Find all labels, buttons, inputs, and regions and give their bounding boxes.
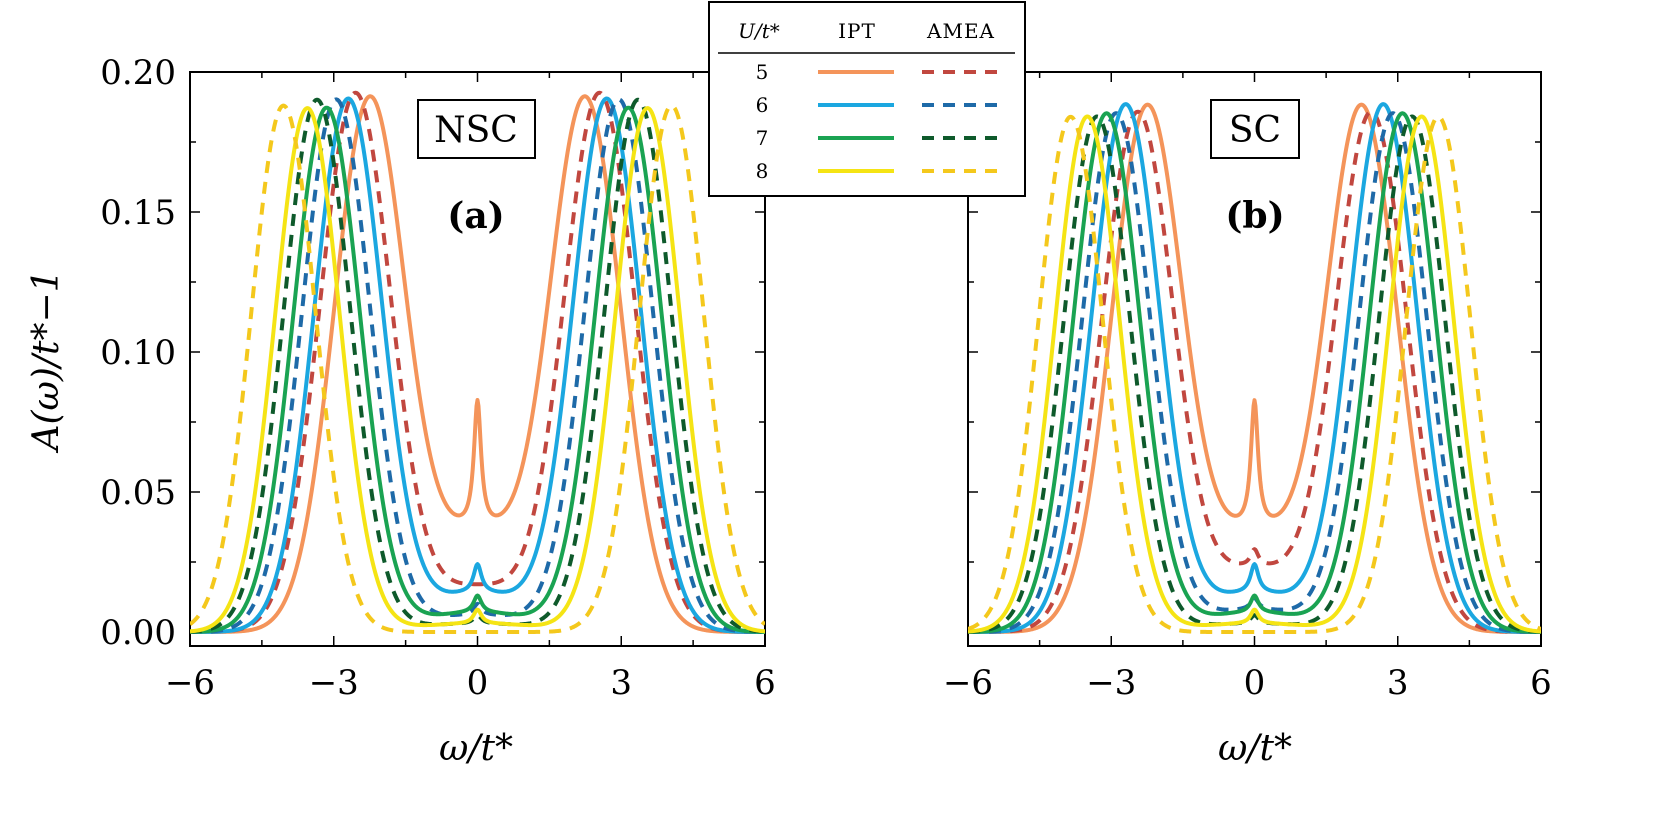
y-tick-label: 0.10 [100, 333, 176, 373]
curve-a-u5-ipt [190, 94, 765, 634]
panel-a-tag: NSC [434, 110, 518, 151]
legend: U/t* IPT AMEA 5 6 7 8 [708, 1, 1026, 197]
x-tick-label: −6 [165, 663, 215, 703]
panel-b-tag: SC [1229, 110, 1281, 151]
x-tick-label: 3 [610, 663, 632, 703]
x-tick-label: −3 [309, 663, 359, 703]
x-tick-label: −6 [943, 663, 993, 703]
panel-b-tag-box [1210, 99, 1300, 159]
panel-a-letter: (a) [447, 195, 504, 237]
y-tick-label: 0.15 [100, 193, 176, 233]
panel-a-x-axis-title: ω/t* [439, 728, 513, 769]
curve-a-u8-amea [190, 103, 765, 634]
curve-b-u7-ipt [968, 111, 1541, 634]
curve-a-u6-amea [190, 97, 765, 634]
x-tick-label: 0 [467, 663, 489, 703]
curve-b-u8-amea [968, 114, 1541, 634]
legend-u-value: 8 [756, 159, 769, 183]
panel-b-curves [968, 102, 1541, 634]
curve-a-u6-ipt [190, 96, 765, 634]
x-tick-label: −3 [1086, 663, 1136, 703]
panel-b: −6 −3 0 3 6 SC (b) ω/t* [943, 71, 1552, 769]
curve-b-u6-ipt [968, 102, 1541, 634]
panel-b-x-tick-labels: −6 −3 0 3 6 [943, 663, 1552, 703]
curve-a-u8-ipt [190, 106, 765, 634]
curve-a-u7-ipt [190, 105, 765, 634]
x-tick-label: 0 [1244, 663, 1266, 703]
panel-a-x-tick-labels: −6 −3 0 3 6 [165, 663, 776, 703]
legend-u-value: 5 [756, 60, 769, 84]
legend-u-value: 7 [756, 126, 769, 150]
panel-a: 0.00 0.05 0.10 0.15 0.20 −6 −3 0 3 6 NSC (a) ω/t… [26, 53, 776, 769]
curve-b-u5-ipt [968, 102, 1541, 634]
curve-b-u5-amea [968, 109, 1541, 634]
x-tick-label: 6 [754, 663, 776, 703]
legend-u-value: 6 [756, 93, 769, 117]
legend-rows: 5 6 7 8 [756, 60, 998, 183]
panel-b-letter: (b) [1225, 195, 1284, 237]
panel-a-y-tick-labels: 0.00 0.05 0.10 0.15 0.20 [100, 53, 176, 653]
curve-b-u7-amea [968, 114, 1541, 634]
x-tick-label: 6 [1530, 663, 1552, 703]
legend-header-u: U/t* [738, 19, 780, 43]
legend-header-ipt: IPT [838, 19, 876, 43]
curve-b-u8-ipt [968, 114, 1541, 634]
panel-a-frame [189, 71, 766, 647]
y-tick-label: 0.20 [100, 53, 176, 93]
y-tick-label: 0.00 [100, 613, 176, 653]
legend-box [708, 1, 1026, 197]
panel-a-tag-box [417, 99, 536, 159]
x-tick-label: 3 [1387, 663, 1409, 703]
legend-header-amea: AMEA [926, 19, 995, 43]
curve-a-u5-amea [190, 90, 765, 634]
panel-b-x-axis-title: ω/t* [1218, 728, 1292, 769]
y-tick-label: 0.05 [100, 473, 176, 513]
y-axis-title: A(ω)/t*−1 [26, 269, 67, 453]
panel-a-curves [190, 90, 765, 634]
